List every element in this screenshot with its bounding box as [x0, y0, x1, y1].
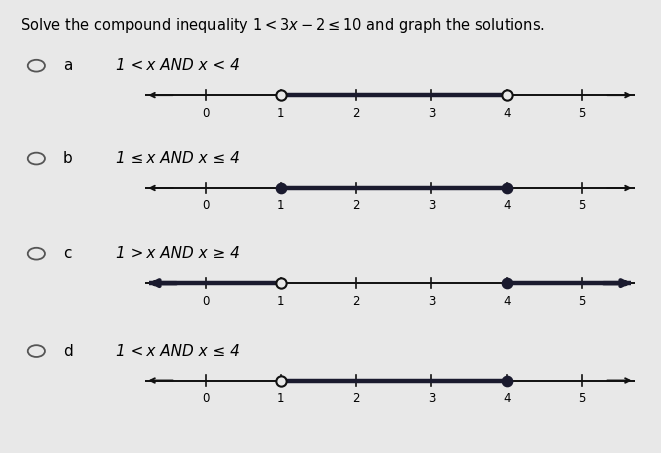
- Text: 5: 5: [578, 199, 586, 212]
- Text: 4: 4: [503, 294, 510, 308]
- Text: c: c: [63, 246, 71, 261]
- Text: 2: 2: [352, 199, 360, 212]
- Text: 1 ≤ x AND x ≤ 4: 1 ≤ x AND x ≤ 4: [116, 151, 239, 166]
- Text: 2: 2: [352, 294, 360, 308]
- Text: 1: 1: [277, 294, 285, 308]
- Text: 3: 3: [428, 199, 435, 212]
- Text: 5: 5: [578, 392, 586, 405]
- Text: 0: 0: [202, 294, 210, 308]
- Text: 2: 2: [352, 392, 360, 405]
- Text: 1: 1: [277, 106, 285, 120]
- Text: 1 > x AND x ≥ 4: 1 > x AND x ≥ 4: [116, 246, 239, 261]
- Point: [501, 377, 512, 384]
- Text: 3: 3: [428, 106, 435, 120]
- Point: [276, 280, 286, 287]
- Point: [276, 377, 286, 384]
- Text: 4: 4: [503, 392, 510, 405]
- Text: 2: 2: [352, 106, 360, 120]
- Text: a: a: [63, 58, 72, 73]
- Text: 1 < x AND x < 4: 1 < x AND x < 4: [116, 58, 239, 73]
- Point: [501, 184, 512, 192]
- Text: 1: 1: [277, 199, 285, 212]
- Text: 1: 1: [277, 392, 285, 405]
- Text: 0: 0: [202, 392, 210, 405]
- Text: Solve the compound inequality $1 < 3x-2 \leq 10$ and graph the solutions.: Solve the compound inequality $1 < 3x-2 …: [20, 16, 545, 35]
- Text: b: b: [63, 151, 73, 166]
- Text: 3: 3: [428, 392, 435, 405]
- Text: 3: 3: [428, 294, 435, 308]
- Text: 0: 0: [202, 106, 210, 120]
- Text: 4: 4: [503, 199, 510, 212]
- Point: [501, 92, 512, 99]
- Text: 1 < x AND x ≤ 4: 1 < x AND x ≤ 4: [116, 343, 239, 359]
- Point: [276, 184, 286, 192]
- Text: 0: 0: [202, 199, 210, 212]
- Text: d: d: [63, 343, 73, 359]
- Point: [276, 92, 286, 99]
- Text: 4: 4: [503, 106, 510, 120]
- Point: [501, 280, 512, 287]
- Text: 5: 5: [578, 106, 586, 120]
- Text: 5: 5: [578, 294, 586, 308]
